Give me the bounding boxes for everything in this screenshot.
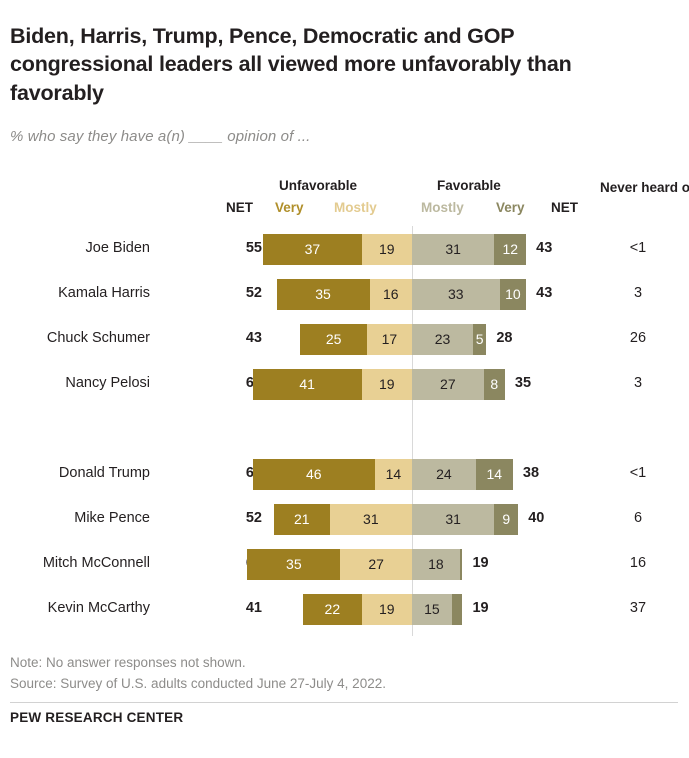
segment-very-unfavorable: 25 xyxy=(300,324,367,355)
row-label: Mitch McConnell xyxy=(42,555,150,571)
segment-mostly-unfavorable: 19 xyxy=(361,369,412,400)
segment-very-favorable: 12 xyxy=(494,234,527,265)
segment-mostly-favorable: 15 xyxy=(412,594,452,625)
column-header-mostly-favorable: Mostly xyxy=(421,200,464,215)
segment-very-favorable: 5 xyxy=(473,324,487,355)
segment-mostly-unfavorable: 19 xyxy=(361,594,412,625)
chart-row: Mitch McConnell623527181916 xyxy=(0,547,689,592)
bar-track: 35 27 18 xyxy=(0,549,689,580)
never-heard-of-value: 6 xyxy=(633,510,643,526)
net-favorable-value: 38 xyxy=(522,465,540,481)
segment-very-unfavorable: 21 xyxy=(273,504,330,535)
net-favorable-value: 19 xyxy=(472,600,489,616)
chart-note: Note: No answer responses not shown. xyxy=(10,655,246,670)
column-header-very-unfavorable: Very xyxy=(275,200,304,215)
never-heard-of-value: <1 xyxy=(629,240,647,256)
chart-row: Joe Biden 55 37 19 31 12 43 <1 xyxy=(0,232,689,277)
row-label: Mike Pence xyxy=(74,510,150,526)
segment-mostly-unfavorable: 14 xyxy=(374,459,412,490)
column-header-net-favorable: NET xyxy=(551,200,578,215)
chart-source: Source: Survey of U.S. adults conducted … xyxy=(10,676,386,691)
row-label: Donald Trump xyxy=(58,465,150,481)
net-unfavorable-value: 52 xyxy=(245,510,262,526)
segment-very-favorable: 8 xyxy=(483,369,505,400)
chart-row: Kamala Harris 52 35 16 33 10 43 3 xyxy=(0,277,689,322)
segment-very-favorable: 9 xyxy=(494,504,519,535)
net-unfavorable-value: 41 xyxy=(245,600,262,616)
segment-very-unfavorable: 37 xyxy=(263,234,362,265)
bar-track: 21 31 31 9 xyxy=(0,504,689,535)
net-favorable-value: 40 xyxy=(528,510,545,526)
row-label: Chuck Schumer xyxy=(46,330,150,346)
column-header-favorable-group: Favorable xyxy=(437,178,501,193)
segment-mostly-unfavorable: 31 xyxy=(329,504,412,535)
bar-track: 41 19 27 8 xyxy=(0,369,689,400)
never-heard-of-value: 16 xyxy=(629,555,647,571)
segment-very-favorable: 10 xyxy=(499,279,527,310)
column-header-mostly-unfavorable: Mostly xyxy=(334,200,377,215)
segment-mostly-favorable: 31 xyxy=(412,504,495,535)
segment-very-unfavorable: 35 xyxy=(247,549,341,580)
segment-mostly-favorable: 23 xyxy=(412,324,474,355)
never-heard-of-value: 3 xyxy=(633,375,643,391)
segment-very-unfavorable: 46 xyxy=(252,459,375,490)
bar-track: 25 17 23 5 xyxy=(0,324,689,355)
bar-track: 46 14 24 14 xyxy=(0,459,689,490)
footer-divider xyxy=(10,702,678,703)
net-favorable-value: 43 xyxy=(536,240,553,256)
net-unfavorable-value: 55 xyxy=(245,240,262,256)
net-favorable-value: 19 xyxy=(472,555,489,571)
segment-mostly-unfavorable: 27 xyxy=(340,549,412,580)
segment-mostly-unfavorable: 19 xyxy=(361,234,412,265)
segment-very-unfavorable: 41 xyxy=(252,369,362,400)
segment-mostly-favorable: 24 xyxy=(412,459,476,490)
never-heard-of-value: 37 xyxy=(629,600,647,616)
segment-mostly-unfavorable: 17 xyxy=(366,324,412,355)
column-header-net-unfavorable: NET xyxy=(226,200,253,215)
segment-very-unfavorable: 35 xyxy=(276,279,370,310)
bar-track: 35 16 33 10 xyxy=(0,279,689,310)
segment-very-favorable xyxy=(459,549,463,580)
never-heard-of-value: 26 xyxy=(629,330,647,346)
net-favorable-value: 35 xyxy=(514,375,532,391)
never-heard-of-value: 3 xyxy=(633,285,643,301)
chart-row: Mike Pence 52 21 31 31 9 40 6 xyxy=(0,502,689,547)
brand-label: PEW RESEARCH CENTER xyxy=(10,710,184,725)
column-header-never-heard-of: Never heard of xyxy=(600,180,689,195)
page-title: Biden, Harris, Trump, Pence, Democratic … xyxy=(10,24,572,105)
net-unfavorable-value: 43 xyxy=(245,330,262,346)
segment-mostly-favorable: 33 xyxy=(412,279,500,310)
chart-row: Donald Trump604614241438<1 xyxy=(0,457,689,502)
segment-mostly-unfavorable: 16 xyxy=(369,279,412,310)
bar-track: 37 19 31 12 xyxy=(0,234,689,265)
row-label: Nancy Pelosi xyxy=(65,375,150,391)
net-unfavorable-value: 52 xyxy=(245,285,262,301)
net-favorable-value: 43 xyxy=(536,285,553,301)
segment-very-favorable: 14 xyxy=(475,459,513,490)
segment-very-favorable xyxy=(451,594,463,625)
row-label: Kamala Harris xyxy=(58,285,150,301)
center-axis-line xyxy=(412,226,413,636)
row-label: Kevin McCarthy xyxy=(47,600,150,616)
chart-rows: Joe Biden 55 37 19 31 12 43 <1 Kamala Harris 52 35… xyxy=(0,232,689,637)
net-favorable-value: 28 xyxy=(496,330,513,346)
chart-row: Kevin McCarthy 41 22 19 15 19 37 xyxy=(0,592,689,637)
chart-row: Chuck Schumer 43 25 17 23 5 28 26 xyxy=(0,322,689,367)
never-heard-of-value: <1 xyxy=(629,465,647,481)
segment-mostly-favorable: 18 xyxy=(412,549,460,580)
column-header-very-favorable: Very xyxy=(496,200,525,215)
chart-subtitle: % who say they have a(n) ____ opinion of… xyxy=(10,128,311,145)
row-label: Joe Biden xyxy=(85,240,151,256)
column-header-unfavorable-group: Unfavorable xyxy=(279,178,358,193)
chart-row: Nancy Pelosi604119278353 xyxy=(0,367,689,412)
bar-track: 22 19 15 xyxy=(0,594,689,625)
segment-mostly-favorable: 31 xyxy=(412,234,495,265)
segment-very-unfavorable: 22 xyxy=(303,594,362,625)
segment-mostly-favorable: 27 xyxy=(412,369,484,400)
